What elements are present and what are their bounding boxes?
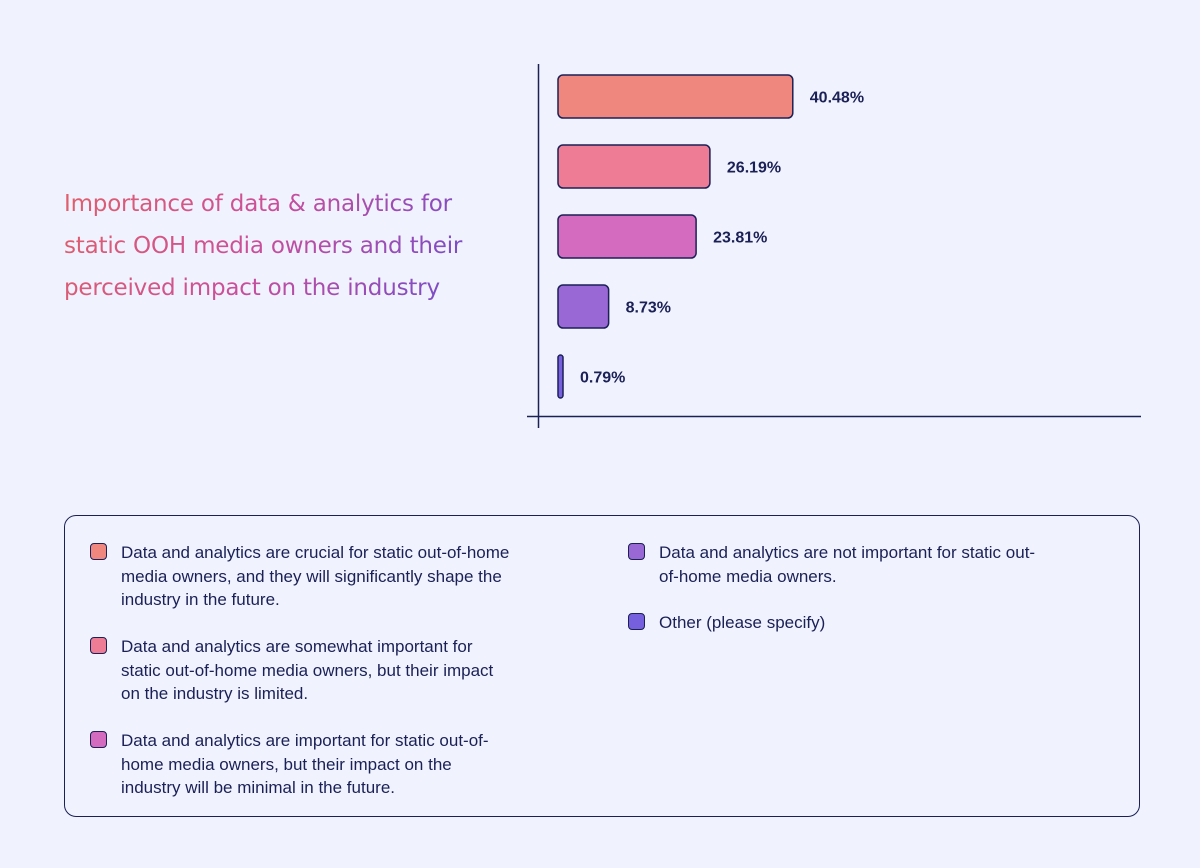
bar-value-label-4: 8.73% <box>626 300 671 317</box>
legend-swatch <box>628 543 645 560</box>
legend-swatch <box>90 543 107 560</box>
legend-item-important-minimal: Data and analytics are important for sta… <box>90 729 510 800</box>
chart-title: Importance of data & analytics for stati… <box>64 183 484 309</box>
bars-group <box>557 74 794 399</box>
bar-5 <box>557 354 564 399</box>
legend-item-not-important: Data and analytics are not important for… <box>628 541 1048 588</box>
bar-1 <box>557 74 794 119</box>
legend: Data and analytics are crucial for stati… <box>64 515 1140 817</box>
legend-item-crucial: Data and analytics are crucial for stati… <box>90 541 510 612</box>
legend-swatch <box>628 613 645 630</box>
legend-label: Data and analytics are somewhat importan… <box>121 637 494 703</box>
bar-value-label-2: 26.19% <box>727 160 781 177</box>
legend-label: Data and analytics are important for sta… <box>121 731 489 797</box>
bar-4 <box>557 284 610 329</box>
legend-item-somewhat-important: Data and analytics are somewhat importan… <box>90 635 510 706</box>
legend-swatch <box>90 637 107 654</box>
legend-label: Data and analytics are not important for… <box>659 543 1036 586</box>
legend-label: Data and analytics are crucial for stati… <box>121 543 510 609</box>
legend-label: Other (please specify) <box>659 613 826 632</box>
bar-3 <box>557 214 697 259</box>
bar-value-label-1: 40.48% <box>810 90 864 107</box>
bar-value-label-5: 0.79% <box>580 370 625 387</box>
legend-swatch <box>90 731 107 748</box>
bar-chart: 40.48% 26.19% 23.81% 8.73% 0.79% <box>527 64 1141 428</box>
bar-value-label-3: 23.81% <box>713 230 767 247</box>
bar-2 <box>557 144 711 189</box>
legend-item-other: Other (please specify) <box>628 611 1048 635</box>
bar-labels-group: 40.48% 26.19% 23.81% 8.73% 0.79% <box>580 90 864 387</box>
